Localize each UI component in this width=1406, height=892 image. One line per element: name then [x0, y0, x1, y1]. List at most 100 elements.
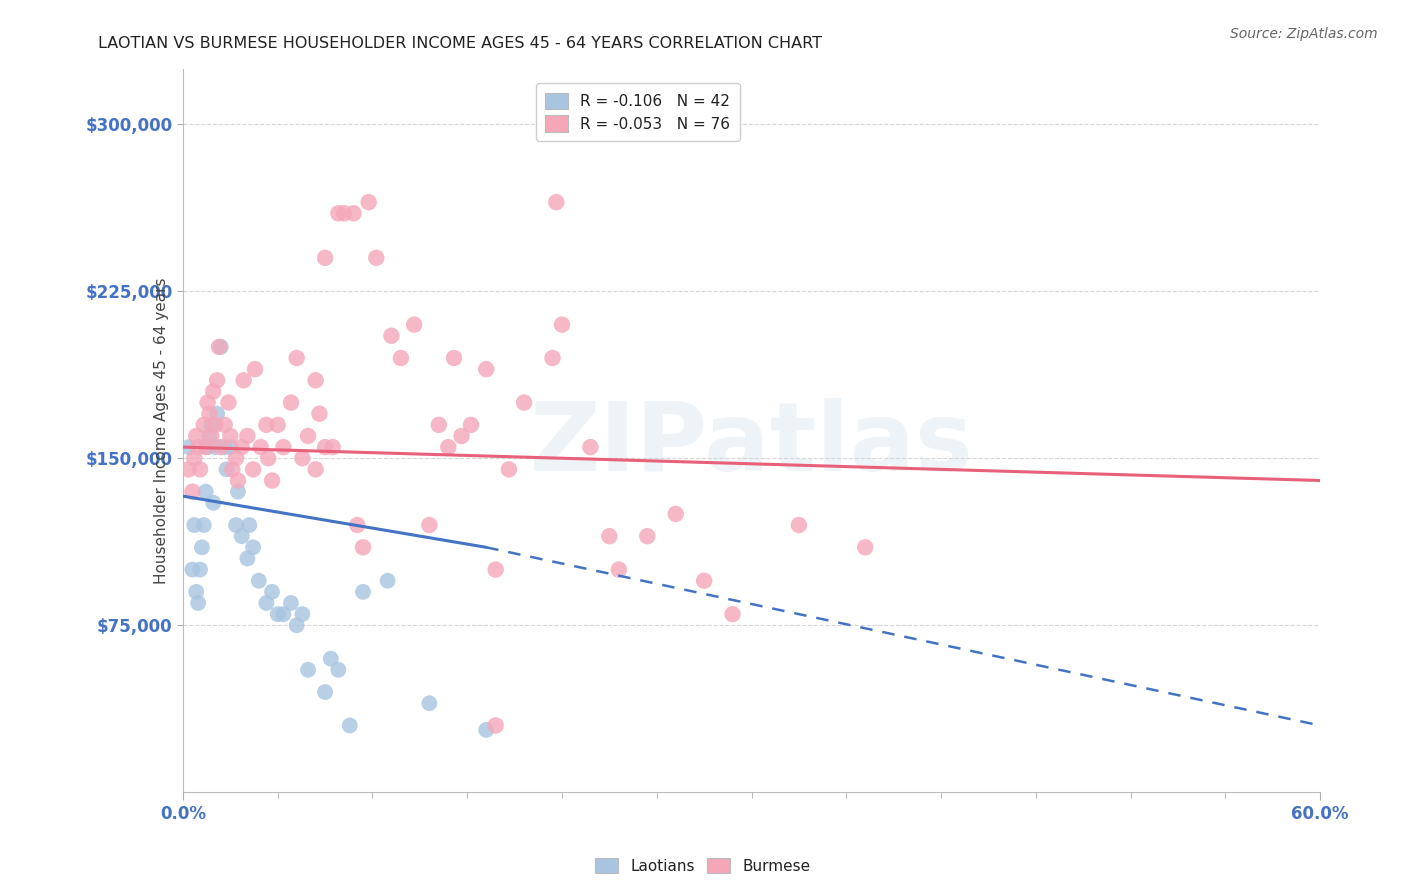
Point [194, 440, 217, 454]
Y-axis label: Householder Income Ages 45 - 64 years: Householder Income Ages 45 - 64 years [155, 277, 169, 583]
Point [551, 318, 574, 332]
Point [202, 496, 225, 510]
Point [193, 518, 215, 533]
Point [231, 529, 253, 543]
Point [254, 596, 277, 610]
Point [236, 429, 259, 443]
Point [214, 417, 236, 432]
Point [450, 429, 472, 443]
Point [200, 429, 222, 443]
Point [607, 563, 630, 577]
Point [219, 429, 242, 443]
Point [339, 718, 361, 732]
Point [183, 451, 205, 466]
Point [314, 251, 336, 265]
Point [183, 518, 205, 533]
Point [721, 607, 744, 621]
Point [389, 351, 412, 365]
Point [202, 384, 225, 399]
Point [243, 362, 266, 376]
Point [498, 462, 520, 476]
Point [333, 206, 356, 220]
Point [342, 206, 364, 220]
Legend: Laotians, Burmese: Laotians, Burmese [589, 852, 817, 880]
Point [198, 429, 221, 443]
Point [260, 474, 283, 488]
Point [546, 195, 568, 210]
Point [198, 407, 221, 421]
Point [513, 395, 536, 409]
Point [219, 440, 242, 454]
Point [260, 585, 283, 599]
Point [177, 440, 200, 454]
Point [205, 373, 228, 387]
Point [328, 663, 350, 677]
Point [197, 395, 219, 409]
Point [291, 451, 314, 466]
Point [273, 607, 295, 621]
Point [197, 440, 219, 454]
Point [475, 723, 498, 737]
Point [209, 340, 232, 354]
Point [209, 440, 232, 454]
Point [475, 362, 498, 376]
Point [186, 585, 208, 599]
Point [636, 529, 658, 543]
Point [221, 462, 243, 476]
Point [217, 395, 239, 409]
Text: Source: ZipAtlas.com: Source: ZipAtlas.com [1230, 27, 1378, 41]
Point [304, 373, 326, 387]
Point [297, 429, 319, 443]
Point [204, 417, 226, 432]
Point [346, 518, 368, 533]
Point [418, 696, 440, 710]
Point [177, 462, 200, 476]
Point [853, 541, 876, 555]
Point [208, 340, 231, 354]
Point [357, 195, 380, 210]
Point [247, 574, 270, 588]
Point [366, 251, 388, 265]
Point [215, 462, 238, 476]
Point [485, 718, 508, 732]
Point [314, 440, 336, 454]
Point [693, 574, 716, 588]
Point [380, 328, 402, 343]
Point [187, 596, 209, 610]
Point [187, 440, 209, 454]
Point [225, 451, 247, 466]
Point [443, 351, 465, 365]
Point [328, 206, 350, 220]
Point [460, 417, 482, 432]
Point [186, 429, 208, 443]
Point [193, 417, 215, 432]
Point [191, 541, 214, 555]
Point [437, 440, 460, 454]
Point [297, 663, 319, 677]
Point [267, 417, 290, 432]
Point [242, 462, 264, 476]
Point [280, 395, 302, 409]
Point [319, 651, 342, 665]
Point [273, 440, 295, 454]
Point [352, 541, 374, 555]
Point [579, 440, 602, 454]
Point [285, 351, 308, 365]
Point [304, 462, 326, 476]
Legend: R = -0.106   N = 42, R = -0.053   N = 76: R = -0.106 N = 42, R = -0.053 N = 76 [536, 83, 740, 141]
Point [188, 462, 211, 476]
Point [226, 484, 249, 499]
Point [787, 518, 810, 533]
Point [485, 563, 508, 577]
Point [205, 407, 228, 421]
Point [232, 373, 254, 387]
Point [285, 618, 308, 632]
Point [257, 451, 280, 466]
Point [427, 417, 450, 432]
Point [236, 551, 259, 566]
Point [308, 407, 330, 421]
Point [314, 685, 336, 699]
Point [322, 440, 344, 454]
Point [226, 474, 249, 488]
Point [225, 518, 247, 533]
